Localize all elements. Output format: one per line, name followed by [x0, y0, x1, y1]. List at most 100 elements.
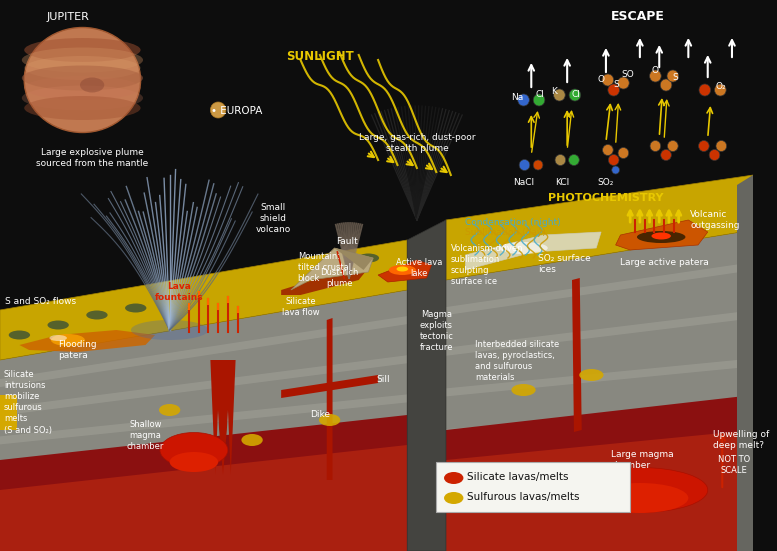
- Polygon shape: [226, 360, 235, 475]
- Polygon shape: [19, 330, 155, 352]
- Polygon shape: [0, 316, 407, 387]
- Text: Dike: Dike: [310, 410, 330, 419]
- Text: Silicate
intrusions
mobilize
sulfurous
melts
(S and SO₂): Silicate intrusions mobilize sulfurous m…: [4, 370, 52, 435]
- Ellipse shape: [716, 141, 726, 152]
- Ellipse shape: [667, 141, 678, 152]
- Ellipse shape: [24, 56, 141, 80]
- Text: O: O: [598, 75, 605, 84]
- Ellipse shape: [22, 66, 143, 90]
- Polygon shape: [0, 473, 407, 502]
- Polygon shape: [407, 220, 446, 551]
- Polygon shape: [0, 290, 407, 551]
- Text: S and SO₂ flows: S and SO₂ flows: [5, 297, 76, 306]
- Text: Volcanism-driven
sublimation
sculpting
surface ice: Volcanism-driven sublimation sculpting s…: [451, 244, 524, 287]
- Ellipse shape: [24, 76, 141, 100]
- Ellipse shape: [667, 70, 678, 82]
- Ellipse shape: [608, 154, 619, 165]
- Ellipse shape: [24, 28, 141, 132]
- Ellipse shape: [602, 144, 613, 155]
- Text: PHOTOCHEMISTRY: PHOTOCHEMISTRY: [548, 193, 664, 203]
- Text: Dust-rich
plume: Dust-rich plume: [320, 268, 358, 288]
- Polygon shape: [334, 248, 373, 270]
- Text: Lava
fountains: Lava fountains: [155, 282, 204, 302]
- Polygon shape: [0, 395, 17, 430]
- Ellipse shape: [715, 84, 726, 96]
- Polygon shape: [281, 375, 378, 398]
- Ellipse shape: [86, 311, 107, 320]
- Text: Large explosive plume
sourced from the mantle: Large explosive plume sourced from the m…: [36, 148, 148, 168]
- Ellipse shape: [660, 149, 671, 160]
- Text: Flooding
patera: Flooding patera: [58, 340, 97, 360]
- Polygon shape: [215, 360, 231, 475]
- Text: Partially molten
upper mantle (>20%): Partially molten upper mantle (>20%): [465, 480, 563, 500]
- Text: Active lava
lake: Active lava lake: [395, 258, 442, 278]
- Text: Mountain:
tilted crustal
block: Mountain: tilted crustal block: [298, 252, 350, 283]
- Text: Large magma
chamber: Large magma chamber: [611, 450, 674, 470]
- Ellipse shape: [533, 94, 545, 106]
- Polygon shape: [0, 240, 407, 360]
- Ellipse shape: [319, 414, 340, 426]
- Text: KCl: KCl: [556, 178, 570, 187]
- Polygon shape: [737, 175, 753, 551]
- Ellipse shape: [24, 38, 141, 62]
- Ellipse shape: [47, 321, 69, 329]
- Polygon shape: [446, 262, 753, 315]
- Ellipse shape: [22, 47, 143, 73]
- Ellipse shape: [131, 320, 208, 340]
- Ellipse shape: [637, 231, 685, 243]
- Ellipse shape: [553, 89, 565, 101]
- Polygon shape: [615, 220, 708, 250]
- Ellipse shape: [24, 96, 141, 120]
- Text: Upwelling of
deep melt?: Upwelling of deep melt?: [713, 430, 768, 450]
- Ellipse shape: [651, 233, 671, 240]
- Ellipse shape: [50, 335, 67, 341]
- Ellipse shape: [569, 154, 580, 165]
- Text: SO₂: SO₂: [598, 178, 614, 187]
- Polygon shape: [465, 232, 601, 270]
- Text: Small
shield
volcano: Small shield volcano: [256, 203, 291, 234]
- Ellipse shape: [591, 483, 688, 513]
- Text: O₂: O₂: [715, 82, 726, 91]
- Text: Cl: Cl: [571, 90, 580, 99]
- Text: Fault: Fault: [336, 237, 358, 246]
- Ellipse shape: [511, 384, 535, 396]
- Ellipse shape: [388, 265, 416, 275]
- Ellipse shape: [80, 78, 104, 93]
- Text: Volcanic
outgassing: Volcanic outgassing: [690, 210, 740, 230]
- Text: Silicate
lava flow: Silicate lava flow: [282, 297, 319, 317]
- Text: Sulfurous lavas/melts: Sulfurous lavas/melts: [467, 492, 580, 502]
- Ellipse shape: [618, 77, 629, 89]
- Text: S: S: [672, 73, 678, 82]
- Polygon shape: [378, 260, 431, 282]
- Ellipse shape: [611, 166, 619, 174]
- Ellipse shape: [533, 160, 543, 170]
- Ellipse shape: [699, 141, 709, 152]
- Ellipse shape: [618, 148, 629, 159]
- Polygon shape: [446, 455, 753, 478]
- Ellipse shape: [160, 433, 228, 467]
- Polygon shape: [291, 248, 373, 290]
- Polygon shape: [0, 355, 407, 416]
- Ellipse shape: [517, 94, 529, 106]
- Ellipse shape: [396, 267, 408, 272]
- Text: Shallow
magma
chamber: Shallow magma chamber: [127, 420, 164, 451]
- Text: Large, gas-rich, dust-poor
stealth plume: Large, gas-rich, dust-poor stealth plume: [359, 133, 475, 153]
- Text: Silicate lavas/melts: Silicate lavas/melts: [467, 472, 569, 482]
- Polygon shape: [446, 175, 753, 280]
- Ellipse shape: [22, 85, 143, 111]
- Ellipse shape: [650, 70, 661, 82]
- Text: JUPITER: JUPITER: [47, 12, 89, 22]
- Ellipse shape: [580, 369, 604, 381]
- Text: Sublimation (day): Sublimation (day): [465, 228, 546, 237]
- Text: ESCAPE: ESCAPE: [611, 10, 664, 23]
- Text: Magma
exploits
tectonic
fracture: Magma exploits tectonic fracture: [420, 310, 453, 352]
- Polygon shape: [0, 415, 407, 551]
- Polygon shape: [572, 278, 582, 432]
- Ellipse shape: [519, 159, 530, 170]
- Ellipse shape: [608, 84, 619, 96]
- Ellipse shape: [444, 492, 463, 504]
- Text: SO: SO: [622, 70, 635, 79]
- Text: S: S: [614, 80, 619, 89]
- Text: Cl: Cl: [535, 90, 545, 99]
- Ellipse shape: [357, 253, 379, 262]
